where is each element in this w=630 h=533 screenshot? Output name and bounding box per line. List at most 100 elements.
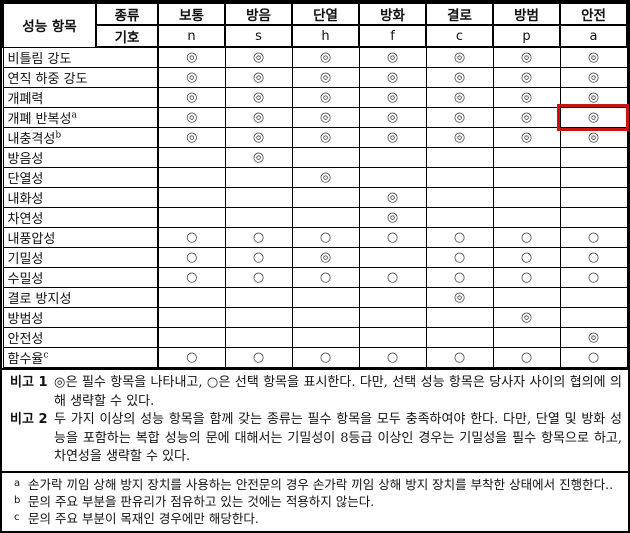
- footnote-b-text: 문의 주요 부분을 판유리가 점유하고 있는 것에는 적용하지 않는다.: [28, 493, 375, 509]
- symbol-cell: ◎: [291, 127, 360, 148]
- symbol-cell: ◎: [358, 107, 427, 128]
- symbol-cell: ◎: [559, 127, 628, 148]
- row-label: 방범성: [2, 307, 159, 328]
- symbol-cell: [492, 327, 561, 348]
- symbol-cell: [492, 187, 561, 208]
- symbol-cell: [224, 287, 293, 308]
- symbol-cell: [157, 287, 226, 308]
- row-label: 방음성: [2, 147, 159, 168]
- symbol-cell: [425, 307, 494, 328]
- symbol-cell: [224, 187, 293, 208]
- table-row: 함수율c ○ ○ ○ ○ ○ ○ ○: [2, 347, 628, 368]
- symbol-cell: ○: [492, 347, 561, 368]
- symbol-cell: ○: [492, 247, 561, 268]
- table-row: 연직 하중 강도 ◎ ◎ ◎ ◎ ◎ ◎ ◎: [2, 67, 628, 88]
- symbol-cell: [224, 167, 293, 188]
- symbol-cell: ◎: [492, 107, 561, 128]
- row-label: 개폐 반복성a: [2, 107, 159, 128]
- symbol-cell: ○: [291, 347, 360, 368]
- row-label: 차연성: [2, 207, 159, 228]
- symbol-p: p: [492, 24, 561, 48]
- symbol-cell: ○: [425, 227, 494, 248]
- symbol-cell: [291, 287, 360, 308]
- note-1: 비고 1 ◎은 필수 항목을 나타내고, ○은 선택 항목을 표시한다. 다만,…: [8, 374, 622, 411]
- symbol-cell: ○: [157, 347, 226, 368]
- performance-table: 성능 항목 종류 보통 방음 단열 방화 결로 방범 안전 기호 n s h f…: [2, 2, 629, 368]
- symbol-cell: [358, 167, 427, 188]
- symbol-cell: ◎: [224, 147, 293, 168]
- footnote-marker-ref: a: [71, 110, 77, 121]
- note-2-text: 두 가지 이상의 성능 항목을 함께 갖는 종류는 필수 항목을 모두 충족하여…: [54, 412, 622, 464]
- symbol-cell: [358, 247, 427, 268]
- table-row: 개폐 반복성a ◎ ◎ ◎ ◎ ◎ ◎ ◎: [2, 104, 629, 131]
- symbol-cell: ○: [492, 267, 561, 288]
- table-row: 수밀성 ○ ○ ○ ○ ○ ○ ○: [2, 267, 628, 288]
- symbol-cell: ◎: [157, 127, 226, 148]
- table-body: 비틀림 강도 ◎ ◎ ◎ ◎ ◎ ◎ ◎ 연직 하중 강도 ◎ ◎ ◎ ◎ ◎ ◎ ◎ 개폐력 ◎ ◎ ◎ ◎ ◎ ◎ ◎ 개폐…: [2, 46, 629, 368]
- footnote-a: a 손가락 끼임 상해 방지 장치를 사용하는 안전문의 경우 손가락 끼임 상…: [8, 476, 622, 493]
- footnote-marker-ref: b: [55, 130, 62, 141]
- symbol-cell: ◎: [425, 107, 494, 128]
- symbol-cell: ○: [425, 267, 494, 288]
- row-label: 결로 방지성: [2, 287, 159, 308]
- symbol-cell: [358, 147, 427, 168]
- table-row: 단열성 ◎: [2, 167, 628, 188]
- row-label: 수밀성: [2, 267, 159, 288]
- symbol-cell: [224, 327, 293, 348]
- symbol-cell: ○: [157, 247, 226, 268]
- symbol-cell: ○: [559, 247, 628, 268]
- symbol-cell: ◎: [291, 107, 360, 128]
- symbol-cell: ◎: [425, 67, 494, 88]
- footnote-b-marker: b: [14, 494, 21, 506]
- symbol-cell: ○: [559, 227, 628, 248]
- symbol-cell: ◎: [224, 127, 293, 148]
- footnote-marker-ref: c: [43, 350, 49, 361]
- column-header-botong: 보통: [157, 2, 226, 26]
- symbol-cell: ◎: [559, 67, 628, 88]
- symbol-cell: [559, 307, 628, 328]
- type-label: 종류: [95, 2, 159, 26]
- symbol-cell: ◎: [556, 104, 629, 131]
- symbol-cell: ◎: [559, 327, 628, 348]
- symbol-cell: [358, 327, 427, 348]
- table-row: 차연성 ◎: [2, 207, 628, 228]
- symbol-cell: ◎: [492, 87, 561, 108]
- symbol-label: 기호: [95, 24, 159, 48]
- symbol-cell: [559, 147, 628, 168]
- symbol-cell: ◎: [291, 87, 360, 108]
- symbol-cell: ◎: [492, 67, 561, 88]
- row-label: 단열성: [2, 167, 159, 188]
- footnote-c: c 문의 주요 부분이 목재인 경우에만 해당한다.: [8, 510, 622, 527]
- symbol-cell: [157, 187, 226, 208]
- symbol-cell: ◎: [224, 67, 293, 88]
- symbol-cell: [224, 207, 293, 228]
- column-header-bangbeom: 방범: [492, 2, 561, 26]
- symbol-cell: ◎: [157, 67, 226, 88]
- symbol-cell: [425, 187, 494, 208]
- symbol-cell: ◎: [358, 46, 427, 68]
- symbol-cell: [157, 327, 226, 348]
- symbol-cell: [425, 147, 494, 168]
- note-2: 비고 2 두 가지 이상의 성능 항목을 함께 갖는 종류는 필수 항목을 모두…: [8, 411, 622, 467]
- column-header-danyeol: 단열: [291, 2, 360, 26]
- row-label: 개폐력: [2, 87, 159, 108]
- header-symbol-row: 기호 n s h f c p a: [3, 24, 628, 48]
- table-row: 내충격성b ◎ ◎ ◎ ◎ ◎ ◎ ◎: [2, 127, 628, 148]
- symbol-cell: ○: [358, 347, 427, 368]
- row-label: 기밀성: [2, 247, 159, 268]
- symbol-cell: ◎: [224, 87, 293, 108]
- symbol-cell: ◎: [291, 46, 360, 68]
- symbol-cell: [492, 207, 561, 228]
- footnote-b: b 문의 주요 부분을 판유리가 점유하고 있는 것에는 적용하지 않는다.: [8, 493, 622, 510]
- note-1-text: ◎은 필수 항목을 나타내고, ○은 선택 항목을 표시한다. 다만, 선택 성…: [54, 375, 622, 409]
- symbol-cell: ○: [291, 227, 360, 248]
- row-header-label: 성능 항목: [2, 2, 97, 48]
- symbol-cell: [492, 167, 561, 188]
- row-label: 연직 하중 강도: [2, 67, 159, 88]
- symbol-cell: ◎: [157, 87, 226, 108]
- table-row: 방범성 ◎: [2, 307, 628, 328]
- symbol-cell: [157, 147, 226, 168]
- symbol-cell: ○: [559, 267, 628, 288]
- footnote-c-text: 문의 주요 부분이 목재인 경우에만 해당한다.: [28, 510, 259, 526]
